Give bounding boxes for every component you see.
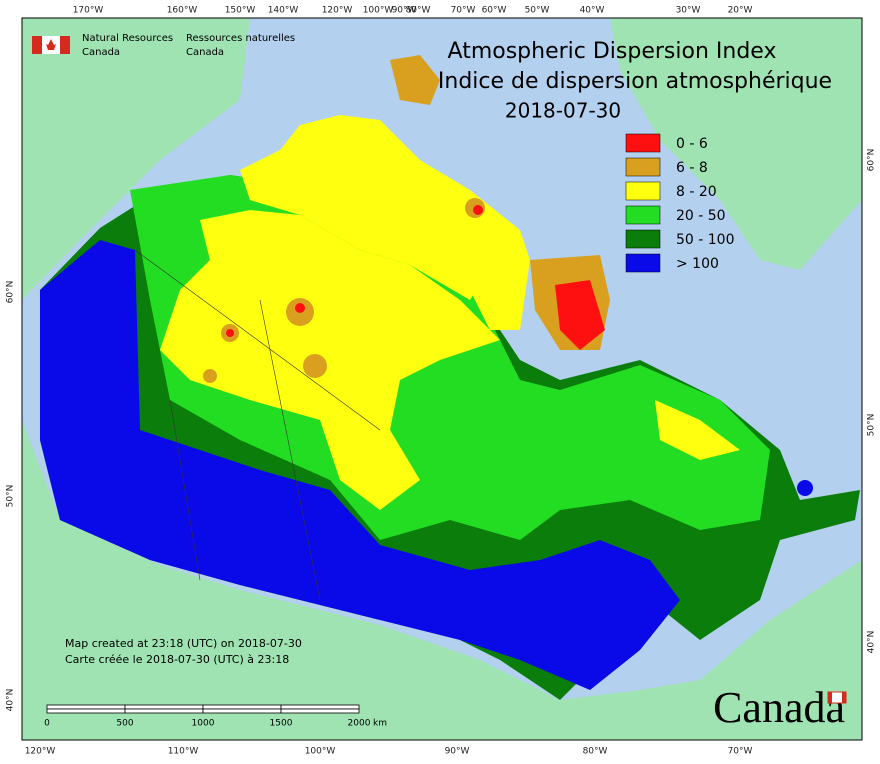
scale-segment bbox=[124, 704, 204, 710]
united-states bbox=[22, 420, 862, 740]
latitude-label: 60°N bbox=[6, 281, 16, 304]
latitude-label: 50°N bbox=[6, 485, 16, 508]
greenland bbox=[610, 18, 862, 270]
flag-bar bbox=[32, 36, 42, 54]
spot bbox=[473, 205, 483, 215]
scale-label: 500 bbox=[116, 719, 133, 729]
latitude-label: 50°N bbox=[867, 414, 877, 437]
graticule-labels: 170°W 160°W 150°W 140°W 120°W 100°W90°W80°W 70… bbox=[6, 6, 877, 757]
longitude-label: 90°W bbox=[392, 6, 417, 16]
agency-fr: Ressources naturelles bbox=[186, 33, 295, 44]
longitude-label: 80°W bbox=[583, 747, 608, 757]
map-border bbox=[21, 17, 863, 741]
longitude-label: 70°W bbox=[451, 6, 476, 16]
legend-swatch bbox=[625, 253, 661, 273]
date: 2018-07-30 bbox=[505, 99, 621, 123]
scale-segment bbox=[202, 704, 282, 710]
wordmark-flag-bar bbox=[842, 692, 846, 703]
longitude-label: 70°W bbox=[728, 747, 753, 757]
longitude-label: 140°W bbox=[268, 6, 299, 16]
boundary bbox=[169, 399, 201, 581]
baffin-yellow bbox=[420, 190, 530, 330]
spot bbox=[203, 369, 217, 383]
maple-leaf bbox=[46, 39, 56, 50]
spot bbox=[797, 480, 813, 496]
longitude-label: 90°W bbox=[445, 747, 470, 757]
longitude-label: 50°W bbox=[525, 6, 550, 16]
agency-fr: Canada bbox=[186, 47, 224, 58]
longitude-label: 60°W bbox=[482, 6, 507, 16]
spot bbox=[295, 303, 305, 313]
scale-label: 1500 bbox=[270, 719, 293, 729]
canada-blue bbox=[40, 240, 680, 690]
arctic-yellow bbox=[240, 115, 500, 300]
longitude-label: 20°W bbox=[728, 6, 753, 16]
scale-label: 0 bbox=[44, 719, 50, 729]
prairie-yellow bbox=[160, 210, 500, 510]
scale-segment bbox=[46, 704, 126, 710]
longitude-label: 150°W bbox=[225, 6, 256, 16]
legend-label: > 100 bbox=[676, 256, 719, 272]
map-area bbox=[21, 17, 863, 741]
note: Map created at 23:18 (UTC) on 2018-07-30 bbox=[65, 637, 302, 650]
scale-label: 2000 bbox=[348, 719, 371, 729]
legend-label: 8 - 20 bbox=[676, 184, 717, 200]
ellesmere-orange bbox=[390, 55, 440, 105]
boundary bbox=[134, 249, 381, 431]
boundary bbox=[259, 299, 321, 601]
legend-label: 6 - 8 bbox=[676, 160, 708, 176]
scale-segment bbox=[124, 708, 204, 714]
agency-en: Canada bbox=[82, 47, 120, 58]
note: Carte créée le 2018-07-30 (UTC) à 23:18 bbox=[65, 653, 289, 666]
legend-swatch bbox=[625, 133, 661, 153]
wordmark-flag-bar bbox=[828, 692, 832, 703]
longitude-label: 110°W bbox=[168, 747, 199, 757]
longitude-label: 120°W bbox=[322, 6, 353, 16]
legend-swatch bbox=[625, 157, 661, 177]
longitude-label: 100°W bbox=[363, 6, 394, 16]
latitude-label: 40°N bbox=[6, 689, 16, 712]
scale-segment bbox=[280, 704, 360, 710]
labrador-yellow bbox=[655, 400, 740, 460]
alaska bbox=[22, 18, 250, 300]
legend-swatch bbox=[625, 205, 661, 225]
longitude-label: 170°W bbox=[73, 6, 104, 16]
ungava-red bbox=[555, 280, 605, 350]
legend-label: 0 - 6 bbox=[676, 136, 708, 152]
scale-bar: 0 500 1000 1500 2000 km bbox=[44, 704, 387, 729]
scale-segment bbox=[280, 708, 360, 714]
scale-unit: km bbox=[373, 719, 387, 729]
latitude-label: 60°N bbox=[867, 149, 877, 172]
longitude-label: 100°W bbox=[305, 747, 336, 757]
legend-label: 50 - 100 bbox=[676, 232, 735, 248]
longitude-label: 160°W bbox=[167, 6, 198, 16]
wordmark: Canada bbox=[713, 683, 845, 732]
title-fr: Indice de dispersion atmosphérique bbox=[438, 69, 832, 94]
legend-swatch bbox=[625, 181, 661, 201]
legend-label: 20 - 50 bbox=[676, 208, 726, 224]
latitude-label: 40°N bbox=[867, 631, 877, 654]
flag-bar bbox=[60, 36, 70, 54]
longitude-label: 80°W bbox=[406, 6, 431, 16]
scale-segment bbox=[202, 708, 282, 714]
longitude-label: 120°W bbox=[25, 747, 56, 757]
spot bbox=[226, 329, 234, 337]
spot bbox=[303, 354, 327, 378]
scale-label: 1000 bbox=[192, 719, 215, 729]
scale-segment bbox=[46, 708, 126, 714]
longitude-label: 40°W bbox=[580, 6, 605, 16]
legend-swatch bbox=[625, 229, 661, 249]
agency: Natural Resources Canada Ressources natu… bbox=[32, 33, 295, 58]
title: Atmospheric Dispersion Index bbox=[448, 39, 777, 64]
agency-en: Natural Resources bbox=[82, 33, 173, 44]
longitude-label: 30°W bbox=[676, 6, 701, 16]
legend: 0 - 6 6 - 8 8 - 20 20 - 50 50 - 100 > 100 bbox=[625, 133, 735, 273]
